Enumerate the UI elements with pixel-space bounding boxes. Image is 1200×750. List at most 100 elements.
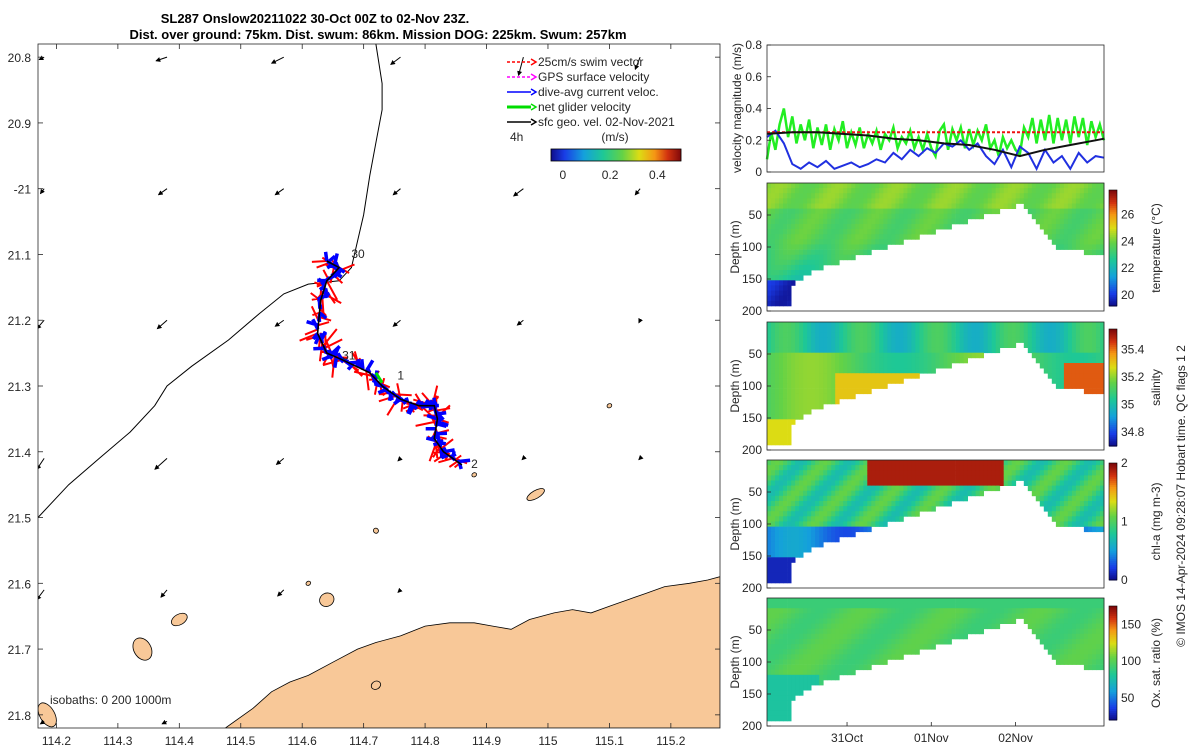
section-cell	[827, 239, 832, 245]
section-cell	[1083, 639, 1089, 645]
section-cell	[1047, 373, 1053, 379]
section-cell	[787, 414, 792, 420]
section-cell	[1055, 373, 1061, 379]
section-cell	[775, 628, 780, 635]
section-cell	[1055, 613, 1061, 619]
section-cell	[787, 705, 792, 711]
section-cell	[767, 183, 772, 189]
section-cell	[1092, 465, 1097, 471]
section-cell	[783, 644, 788, 650]
section-cell	[1047, 368, 1053, 374]
section-cell	[827, 337, 832, 343]
section-cell	[983, 613, 988, 619]
section-cell	[995, 623, 1001, 630]
section-cell	[819, 480, 824, 486]
section-cell	[815, 373, 820, 379]
section-cell	[859, 352, 864, 359]
section-cell	[1071, 485, 1077, 492]
section-cell	[815, 470, 820, 476]
section-cell	[935, 342, 940, 348]
section-cell	[955, 332, 960, 338]
section-colorbar-cell	[1109, 377, 1117, 381]
section-cell	[1055, 460, 1061, 466]
section-cell	[815, 259, 820, 266]
section-colorbar-cell	[1109, 277, 1117, 280]
section-cell	[1047, 613, 1053, 619]
section-cell	[1088, 465, 1093, 471]
section-cell	[1071, 229, 1077, 235]
section-cell	[1055, 618, 1061, 624]
section-cell	[767, 249, 772, 256]
colorbar-cell	[619, 149, 621, 161]
section-cell	[903, 598, 908, 604]
section-cell	[1096, 234, 1101, 240]
section-cell	[911, 347, 916, 354]
section-cell	[1051, 516, 1057, 522]
section-cell	[1047, 363, 1053, 369]
section-cell	[927, 623, 932, 630]
section-cell	[947, 460, 952, 466]
section-cell	[1055, 378, 1061, 384]
section-cell	[1079, 516, 1085, 522]
section-cell	[815, 613, 820, 619]
section-cell	[827, 259, 832, 266]
section-cell	[807, 623, 812, 630]
section-cell	[807, 531, 812, 538]
section-cell	[855, 378, 860, 384]
section-cell	[775, 264, 780, 271]
section-cell	[963, 183, 968, 189]
section-cell	[1096, 470, 1101, 476]
section-cell	[1051, 332, 1057, 338]
section-cell	[975, 608, 980, 614]
legend-label: dive-avg current veloc.	[538, 85, 659, 99]
section-cell	[799, 613, 804, 619]
section-cell	[771, 198, 776, 204]
section-cell	[1059, 608, 1065, 614]
section-cell	[847, 465, 852, 471]
velocity-ytick-label: 0	[755, 165, 762, 179]
section-cell	[791, 188, 796, 194]
section-cell	[1067, 183, 1073, 189]
section-cell	[907, 598, 912, 604]
colorbar-cell	[650, 149, 652, 161]
section-cell	[947, 218, 952, 225]
section-cell	[835, 347, 840, 354]
section-cell	[791, 332, 796, 338]
section-cell	[771, 613, 776, 619]
section-cell	[863, 188, 868, 194]
section-cell	[771, 480, 776, 486]
section-cell	[1059, 332, 1065, 338]
section-colorbar-cell	[1109, 576, 1117, 579]
section-cell	[963, 342, 968, 348]
section-cell	[1067, 218, 1073, 225]
section-cell	[811, 669, 816, 676]
section-cell	[783, 501, 788, 507]
net-velocity-segment	[374, 372, 384, 384]
section-cell	[851, 521, 856, 527]
section-cell	[1039, 613, 1045, 619]
section-cell	[803, 659, 808, 665]
section-cell	[891, 649, 896, 655]
section-cell	[767, 419, 772, 425]
section-cell	[1059, 495, 1065, 502]
section-cell	[827, 623, 832, 630]
section-colorbar-cell	[1109, 496, 1117, 499]
section-cell	[999, 193, 1005, 199]
section-cell	[939, 460, 944, 466]
section-cell	[799, 224, 804, 230]
section-cell	[991, 608, 997, 614]
section-cell	[1100, 628, 1105, 635]
section-cell	[1055, 639, 1061, 645]
section-cell	[791, 552, 796, 558]
section-cell	[1063, 460, 1069, 466]
section-cell	[791, 280, 796, 286]
section-cell	[887, 218, 892, 225]
section-cell	[791, 633, 796, 640]
section-cell	[791, 644, 796, 650]
section-cell	[975, 475, 980, 481]
section-cell	[779, 424, 784, 430]
section-cell	[1051, 213, 1057, 220]
section-cell	[1067, 490, 1073, 497]
section-cell	[1035, 470, 1041, 476]
section-colorbar-cell	[1109, 344, 1117, 348]
